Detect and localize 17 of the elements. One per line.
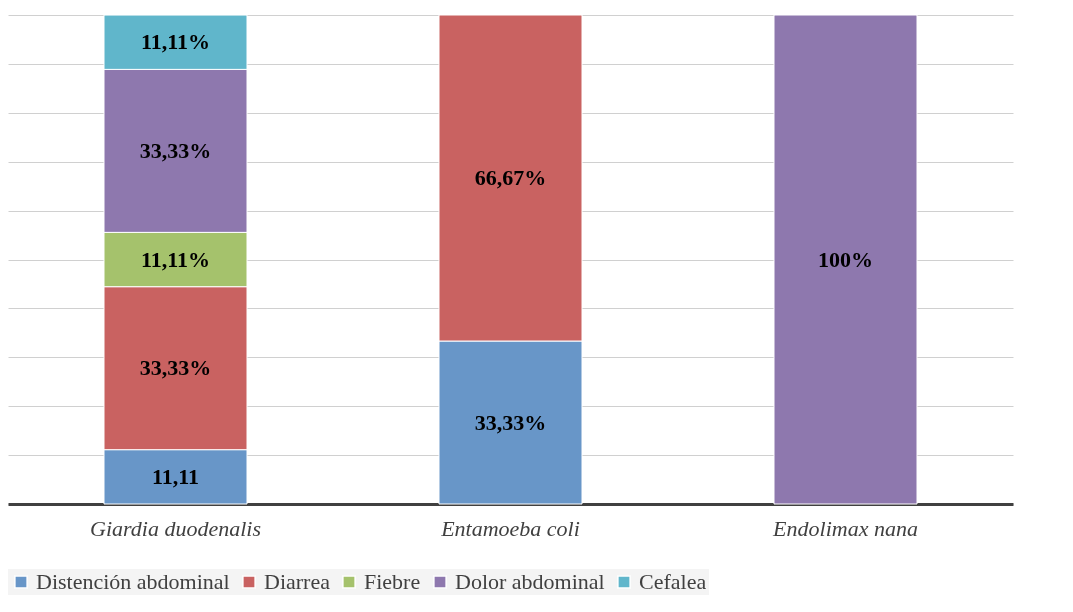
x-tick-label: Entamoeba coli <box>440 515 580 541</box>
legend-label: Dolor abdominal <box>455 569 605 594</box>
data-label: 33,33% <box>139 355 212 381</box>
data-label: 66,67% <box>474 165 547 191</box>
bar <box>773 14 918 505</box>
legend-label: Distención abdominal <box>36 569 230 594</box>
data-label: 11,11% <box>140 29 211 55</box>
data-label: 33,33% <box>474 409 547 435</box>
x-tick-label: Endolimax nana <box>772 515 918 541</box>
x-tick-label: Giardia duodenalis <box>90 515 261 541</box>
data-label: 11,11% <box>140 246 211 272</box>
legend-label: Cefalea <box>639 569 707 594</box>
legend-label: Diarrea <box>264 569 331 594</box>
data-label: 11,11 <box>151 463 200 489</box>
legend-label: Fiebre <box>364 569 421 594</box>
data-label: 33,33% <box>139 137 212 163</box>
data-label: 100% <box>818 246 873 272</box>
